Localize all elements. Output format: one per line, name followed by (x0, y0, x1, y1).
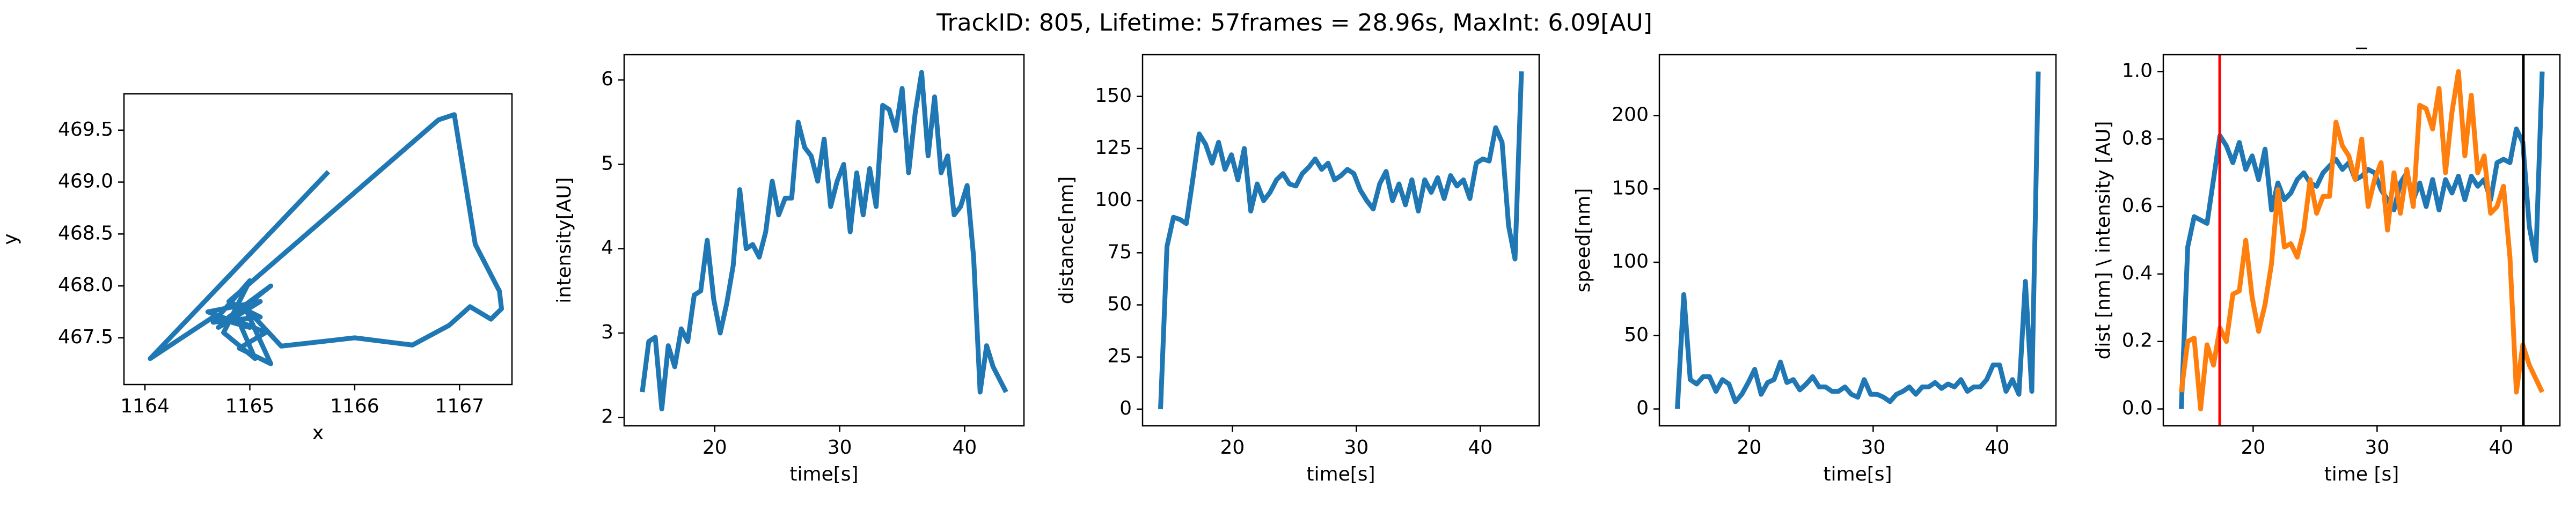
x-tick-label: 20 (1737, 437, 1762, 459)
y-tick-label: 75 (1107, 241, 1132, 263)
y-tick-label: 0.6 (2122, 195, 2153, 217)
x-axis-label: time [s] (2324, 463, 2399, 485)
x-tick-label: 40 (953, 437, 977, 459)
y-axis-label: intensity[AU] (553, 177, 575, 303)
y-tick-label: 200 (1612, 104, 1649, 126)
y-tick-label: 2 (601, 405, 613, 427)
y-tick-label: 150 (1612, 177, 1649, 199)
y-tick-label: 469.0 (58, 171, 113, 193)
axes-frame (623, 54, 1025, 427)
y-tick-label: 0.0 (2122, 397, 2153, 419)
y-tick-label: 100 (1095, 189, 1132, 211)
data-line (1158, 71, 1524, 410)
y-tick-label: 467.5 (58, 326, 113, 348)
axes-frame (2162, 54, 2561, 427)
data-line (640, 70, 1008, 411)
x-tick-label: 1164 (120, 395, 170, 417)
y-tick-label: 3 (601, 321, 613, 343)
y-tick-label: 0.2 (2122, 330, 2153, 352)
y-tick-label: 100 (1612, 250, 1649, 272)
axes-frame (1141, 54, 1540, 427)
axes-title: _ (2356, 25, 2368, 49)
x-tick-label: 20 (1220, 437, 1245, 459)
y-tick-label: 0.4 (2122, 262, 2153, 284)
x-tick-label: 20 (2241, 437, 2266, 459)
y-tick-label: 50 (1624, 324, 1649, 346)
y-axis-label: distance[nm] (1056, 176, 1078, 305)
y-tick-label: 25 (1107, 345, 1132, 367)
data-line (148, 112, 504, 366)
y-tick-label: 4 (601, 237, 613, 259)
y-axis-label: dist [nm] \ intensity [AU] (2092, 121, 2114, 360)
x-tick-label: 1165 (225, 395, 275, 417)
x-tick-label: 40 (1468, 437, 1492, 459)
x-tick-label: 20 (702, 437, 727, 459)
axes-frame (1658, 54, 2057, 427)
y-tick-label: 0 (1119, 397, 1132, 419)
figure-title: TrackID: 805, Lifetime: 57frames = 28.96… (936, 9, 1652, 36)
x-axis-label: time[s] (1306, 463, 1375, 485)
y-tick-label: 468.5 (58, 222, 113, 244)
x-tick-label: 30 (1861, 437, 1885, 459)
y-tick-label: 1.0 (2122, 60, 2153, 82)
data-line (2179, 69, 2545, 411)
y-tick-label: 125 (1095, 137, 1132, 159)
y-tick-label: 50 (1107, 293, 1132, 315)
axes-frame (123, 93, 513, 386)
y-tick-label: 0 (1636, 397, 1649, 419)
x-tick-label: 40 (2489, 437, 2513, 459)
y-axis-label: speed[nm] (1572, 188, 1594, 293)
y-tick-label: 468.0 (58, 274, 113, 296)
x-tick-label: 30 (828, 437, 852, 459)
data-line (1675, 71, 2041, 409)
y-tick-label: 469.5 (58, 119, 113, 141)
y-axis-label: y (0, 233, 21, 245)
x-tick-label: 30 (2365, 437, 2389, 459)
x-tick-label: 30 (1344, 437, 1368, 459)
y-tick-label: 6 (601, 68, 613, 90)
y-tick-label: 5 (601, 152, 613, 174)
y-tick-label: 150 (1095, 85, 1132, 107)
x-tick-label: 1166 (330, 395, 379, 417)
y-tick-label: 0.8 (2122, 127, 2153, 149)
x-axis-label: time[s] (1823, 463, 1892, 485)
data-line (2179, 71, 2545, 409)
x-tick-label: 1167 (435, 395, 484, 417)
x-tick-label: 40 (1985, 437, 2009, 459)
x-axis-label: time[s] (789, 463, 858, 485)
x-axis-label: x (312, 422, 324, 444)
